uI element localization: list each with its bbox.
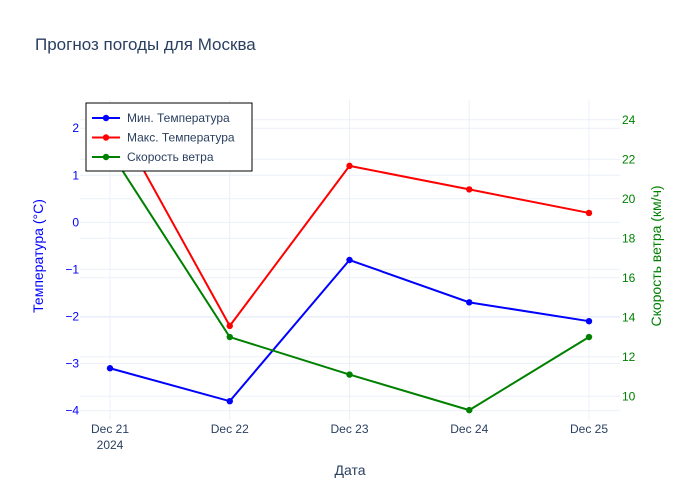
y2-tick-label: 16 [622,271,636,285]
y-tick-label: −3 [65,357,79,371]
chart-title: Прогноз погоды для Москва [35,35,256,54]
series-lines [106,106,593,414]
y2-tick-label: 12 [622,350,636,364]
legend-swatch-marker [102,114,110,122]
y-tick-label: −4 [65,404,79,418]
data-point [106,365,114,372]
x-tick-label: Dec 24 [450,422,488,436]
data-point [466,186,473,193]
y2-tick-label: 24 [622,113,636,127]
data-point [585,209,593,217]
data-point [226,322,233,330]
y-tick-label: 0 [72,215,79,229]
legend-label: Мин. Температура [127,111,230,125]
legend-swatch-marker [102,153,110,161]
legend-swatch-marker [102,134,110,141]
x-tick-label: Dec 23 [330,422,368,436]
data-point [585,333,593,341]
x-tick-label: Dec 22 [211,422,249,436]
y-tick-label: 2 [72,121,79,135]
data-point [346,256,353,264]
y2-tick-label: 20 [622,192,636,206]
y2-tick-label: 10 [622,389,636,403]
y-tick-label: −1 [65,262,79,276]
x-tick-label: Dec 21 [91,422,129,436]
legend: Мин. Температура Макс. Температура Скорост… [85,102,253,172]
data-point [466,406,473,414]
y2-axis-title: Скорость ветра (км/ч) [648,185,664,326]
y2-tick-label: 14 [622,310,636,324]
data-point [226,333,233,341]
data-point [346,371,353,378]
data-point [226,397,233,405]
x-axis-title: Дата [334,462,365,478]
y-tick-label: −2 [65,309,79,323]
y2-tick-label: 18 [622,231,636,245]
x-tick-year-label: 2024 [97,438,124,452]
y-tick-label: 1 [72,168,79,182]
x-tick-label: Dec 25 [570,422,608,436]
data-point [346,162,353,170]
y-axis-title: Температура (°C) [30,199,46,313]
y2-tick-label: 22 [622,152,636,166]
legend-label: Макс. Температура [127,131,235,145]
data-point [585,317,593,325]
legend-label: Скорость ветра [127,150,214,164]
data-point [466,299,473,306]
